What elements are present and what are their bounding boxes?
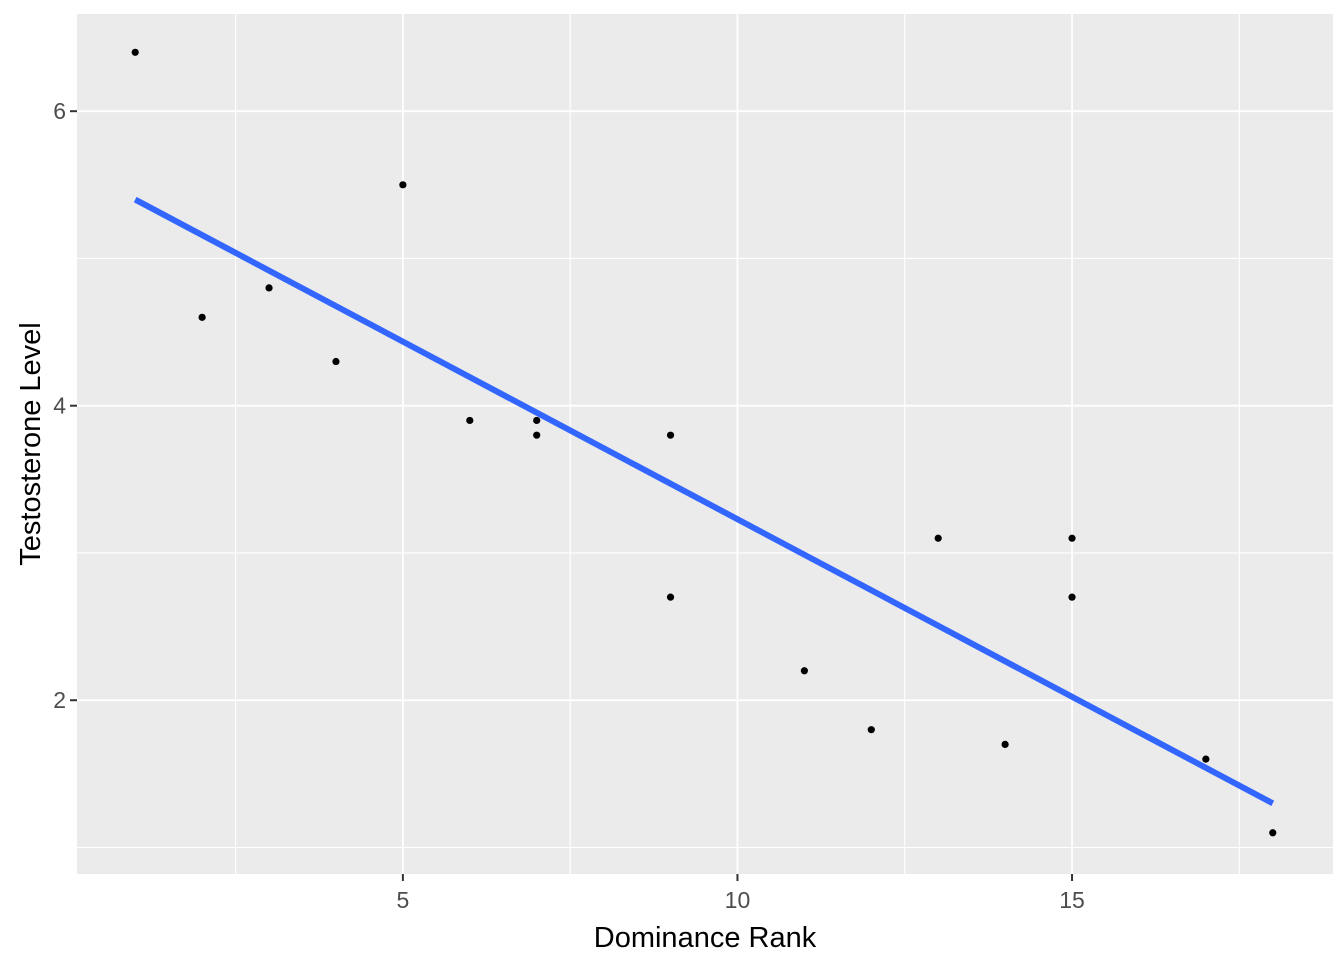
y-axis-title: Testosterone Level [15,322,47,566]
data-point [1202,755,1210,763]
y-tick-label: 4 [53,393,66,419]
x-tick-label: 10 [725,887,751,913]
data-point [867,726,875,734]
data-point [332,357,340,366]
data-point [666,593,675,601]
data-point [1068,534,1076,542]
trend-line [133,196,1275,806]
data-point [399,181,407,189]
data-point [800,667,808,675]
data-point [1269,829,1277,837]
data-point [198,313,206,321]
data-point [265,284,273,292]
data-point [131,48,139,56]
data-point [533,416,541,425]
x-tick-label: 15 [1059,887,1085,913]
y-tick-label: 6 [53,98,66,124]
data-point [1001,740,1009,749]
y-tick-label: 2 [53,687,66,713]
data-point [1068,593,1076,601]
x-axis-title: Dominance Rank [593,922,817,954]
data-point [666,431,675,439]
data-point [466,416,474,425]
data-point [934,534,942,542]
x-tick-label: 5 [396,887,409,913]
data-point [533,431,541,439]
panel-background [77,14,1333,874]
